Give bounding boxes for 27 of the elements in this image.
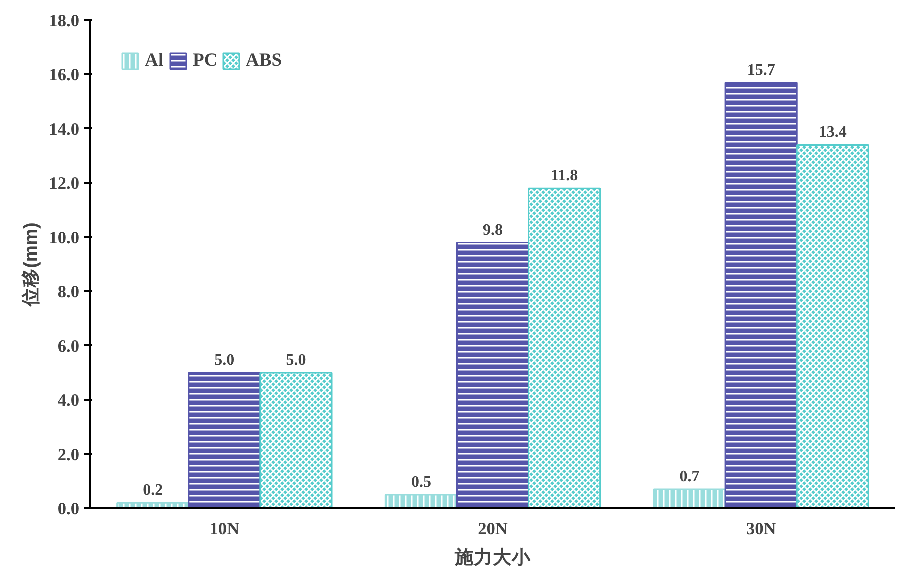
y-axis-title: 位移(mm) (20, 222, 42, 308)
legend-label: PC (193, 50, 218, 72)
data-label: 0.7 (680, 468, 700, 486)
legend-label: ABS (246, 50, 282, 72)
x-tick-label: 20N (478, 520, 508, 538)
y-tick-label: 2.0 (58, 445, 80, 464)
data-label: 0.2 (143, 482, 164, 500)
legend-label: Al (145, 50, 165, 72)
data-label: 11.8 (550, 168, 578, 185)
data-label: 5.0 (214, 352, 235, 369)
x-tick-label: 10N (210, 520, 240, 538)
data-label: 0.5 (411, 474, 432, 491)
data-label: 5.0 (286, 352, 306, 369)
y-tick-label: 16.0 (49, 66, 80, 85)
y-tick-label: 8.0 (58, 282, 80, 302)
y-tick-label: 4.0 (58, 391, 80, 410)
y-tick-label: 18.0 (49, 12, 80, 30)
y-tick-label: 12.0 (49, 174, 80, 194)
y-tick-label: 6.0 (58, 336, 80, 356)
x-tick-label: 30N (746, 520, 777, 538)
y-tick-label: 10.0 (49, 228, 80, 248)
y-tick-label: 0.0 (58, 500, 80, 518)
data-label: 9.8 (483, 222, 503, 239)
data-label: 13.4 (818, 124, 847, 142)
data-label: 15.7 (747, 62, 776, 79)
x-axis-title: 施力大小 (454, 546, 532, 568)
y-tick-label: 14.0 (49, 120, 80, 139)
